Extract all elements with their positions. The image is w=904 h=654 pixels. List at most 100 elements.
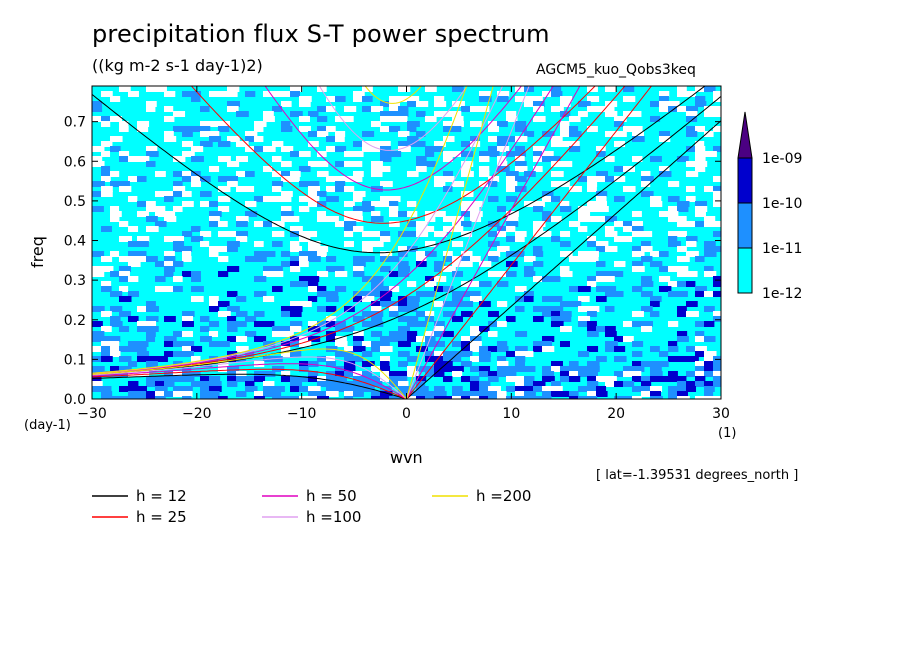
field-cell <box>659 171 672 177</box>
field-cell <box>389 201 399 207</box>
field-cell <box>182 391 193 397</box>
field-cell <box>263 271 273 277</box>
field-cell <box>290 306 303 312</box>
field-cell <box>308 141 319 147</box>
field-cell <box>353 196 363 202</box>
field-cell <box>443 251 453 257</box>
field-cell <box>290 281 300 287</box>
field-cell <box>506 186 518 192</box>
field-cell <box>164 251 175 257</box>
field-cell <box>290 341 301 347</box>
field-cell <box>488 271 501 277</box>
field-cell <box>479 181 492 187</box>
field-cell <box>326 106 336 112</box>
field-cell <box>92 156 103 162</box>
field-cell <box>623 366 635 372</box>
field-cell <box>236 156 248 162</box>
field-cell <box>101 256 113 262</box>
field-cell <box>245 386 258 392</box>
field-cell <box>542 336 555 342</box>
field-cell <box>371 291 382 297</box>
field-cell <box>497 96 509 102</box>
field-cell <box>434 176 445 182</box>
field-cell <box>704 396 714 399</box>
field-cell <box>353 96 366 102</box>
field-cell <box>290 396 300 399</box>
field-cell <box>497 146 510 152</box>
field-cell <box>317 271 329 277</box>
field-cell <box>515 236 525 242</box>
field-cell <box>182 126 193 132</box>
legend-label: h = 50 <box>306 487 357 505</box>
field-cell <box>515 331 528 337</box>
field-cell <box>470 346 482 352</box>
field-cell <box>308 326 321 332</box>
field-cell <box>515 366 526 372</box>
field-cell <box>308 231 318 237</box>
field-cell <box>677 256 690 262</box>
field-cell <box>371 171 383 177</box>
field-cell <box>290 226 303 232</box>
field-cell <box>200 106 210 112</box>
field-cell <box>569 366 580 372</box>
field-cell <box>461 206 471 212</box>
field-cell <box>272 231 285 237</box>
field-cell <box>533 346 546 352</box>
legend-label: h = 25 <box>136 508 187 526</box>
field-cell <box>704 151 717 157</box>
field-cell <box>281 121 291 127</box>
field-cell <box>632 126 643 132</box>
field-cell <box>407 211 418 217</box>
colorbar-label: 1e-11 <box>762 241 802 257</box>
field-cell <box>452 101 465 107</box>
field-cell <box>506 386 516 392</box>
field-cell <box>182 176 195 182</box>
kelvin-curve <box>406 86 581 399</box>
field-cell <box>191 126 204 132</box>
field-cell <box>452 86 464 92</box>
field-cell <box>110 396 120 399</box>
field-cell <box>713 366 721 372</box>
field-cell <box>443 356 454 362</box>
field-cell <box>713 111 721 117</box>
field-cell <box>290 256 301 262</box>
field-cell <box>488 151 500 157</box>
field-cell <box>587 241 597 247</box>
field-cell <box>398 251 408 257</box>
field-cell <box>389 196 401 202</box>
field-cell <box>704 386 715 392</box>
field-cell <box>209 331 219 337</box>
field-cell <box>488 321 500 327</box>
field-cell <box>542 91 553 97</box>
field-cell <box>254 291 267 297</box>
field-cell <box>380 156 392 162</box>
field-cell <box>308 286 321 292</box>
field-cell <box>227 291 238 297</box>
field-cell <box>227 91 238 97</box>
field-cell <box>353 161 363 167</box>
field-cell <box>227 366 240 372</box>
field-cell <box>587 281 597 287</box>
field-cell <box>272 266 283 272</box>
y-tick-label: 0.1 <box>64 352 86 368</box>
field-cell <box>398 381 409 387</box>
field-cell <box>425 391 437 397</box>
field-cell <box>344 351 354 357</box>
field-cell <box>425 351 436 357</box>
field-cell <box>623 236 633 242</box>
field-cell <box>182 141 194 147</box>
field-cell <box>227 326 238 332</box>
field-cell <box>119 286 129 292</box>
field-cell <box>164 196 174 202</box>
field-cell <box>290 266 301 272</box>
field-cell <box>299 336 312 342</box>
field-cell <box>695 346 707 352</box>
field-cell <box>290 91 301 97</box>
field-cell <box>146 381 159 387</box>
field-cell <box>515 161 527 167</box>
field-cell <box>632 111 642 117</box>
field-cell <box>668 346 679 352</box>
field-cell <box>497 321 507 327</box>
field-cell <box>632 266 645 272</box>
field-cell <box>371 166 382 172</box>
